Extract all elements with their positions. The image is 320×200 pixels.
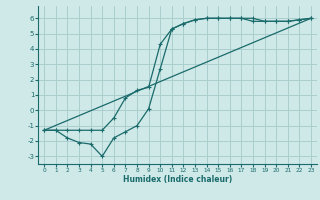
X-axis label: Humidex (Indice chaleur): Humidex (Indice chaleur) xyxy=(123,175,232,184)
